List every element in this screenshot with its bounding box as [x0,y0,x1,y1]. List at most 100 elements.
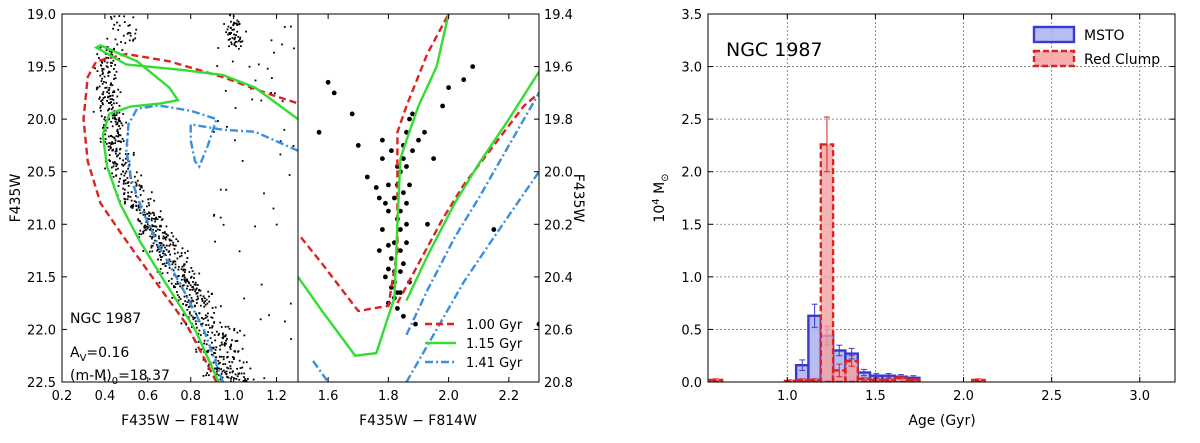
x-axis-label-zoom: F435W − F814W [359,413,477,429]
star [218,355,221,358]
star [243,376,245,378]
star [235,41,238,43]
star [126,32,129,35]
star [240,372,243,375]
star [118,119,120,121]
star [145,221,148,223]
star [102,72,104,74]
star [220,373,223,375]
star [117,140,119,143]
star [110,104,113,106]
star [207,331,209,333]
star [109,160,111,162]
star [102,127,104,129]
star [159,244,162,247]
star [206,334,209,336]
star [113,47,115,50]
star-point [407,116,412,122]
star [186,287,188,290]
star [108,142,111,144]
star [195,298,198,301]
star [237,350,239,353]
star [182,303,184,305]
star [222,363,225,366]
star [140,222,143,225]
star [112,102,115,105]
star [226,28,229,31]
star [109,102,112,104]
star [176,280,179,283]
star-point [398,227,403,232]
star [243,372,246,375]
star [128,163,131,166]
star [98,57,100,59]
star [226,366,229,369]
star [122,140,125,142]
star [196,284,199,286]
star [106,61,109,64]
star [107,109,109,112]
star [176,282,179,285]
star [108,50,111,53]
star [183,274,186,276]
star [154,220,156,223]
star [109,145,112,148]
star [207,324,210,326]
star [239,36,242,39]
star [187,299,190,302]
star [122,164,125,167]
star [230,377,232,380]
star [172,244,175,246]
star [164,265,167,267]
star [203,339,206,342]
star [106,100,108,102]
star [190,276,192,279]
zoom-ytick-label: 20.0 [544,166,573,181]
star [132,38,135,41]
star [133,175,136,178]
star [233,350,236,352]
star [232,358,235,360]
star [104,116,106,119]
star-point [325,79,331,85]
bar-red-clump [844,359,860,382]
star [157,248,160,251]
star [194,283,197,286]
star [142,230,145,233]
star [232,370,234,373]
star-point [404,240,409,246]
star [105,56,108,59]
star [213,213,216,216]
star [188,281,190,284]
star [113,74,116,77]
isochrone-1.00 [300,14,450,313]
star [120,41,122,43]
star [216,65,219,67]
star [159,225,161,228]
cluster-label: NGC 1987 [70,311,141,327]
star [235,45,237,48]
star [189,284,192,287]
star [102,103,104,106]
star [215,356,218,359]
star [213,322,215,324]
star [181,284,184,287]
star [194,304,196,307]
star [224,334,227,336]
star [119,134,122,137]
star [123,163,126,166]
star [192,318,195,321]
star [180,252,183,254]
zoom-xtick-label: 2.2 [499,389,520,404]
star [117,154,119,157]
star [190,297,193,299]
star [205,298,208,301]
star [159,268,162,270]
star [123,21,126,23]
star [213,214,215,217]
star [155,216,157,219]
star [241,347,244,350]
star [176,257,179,260]
star [109,98,112,101]
star [230,345,232,348]
